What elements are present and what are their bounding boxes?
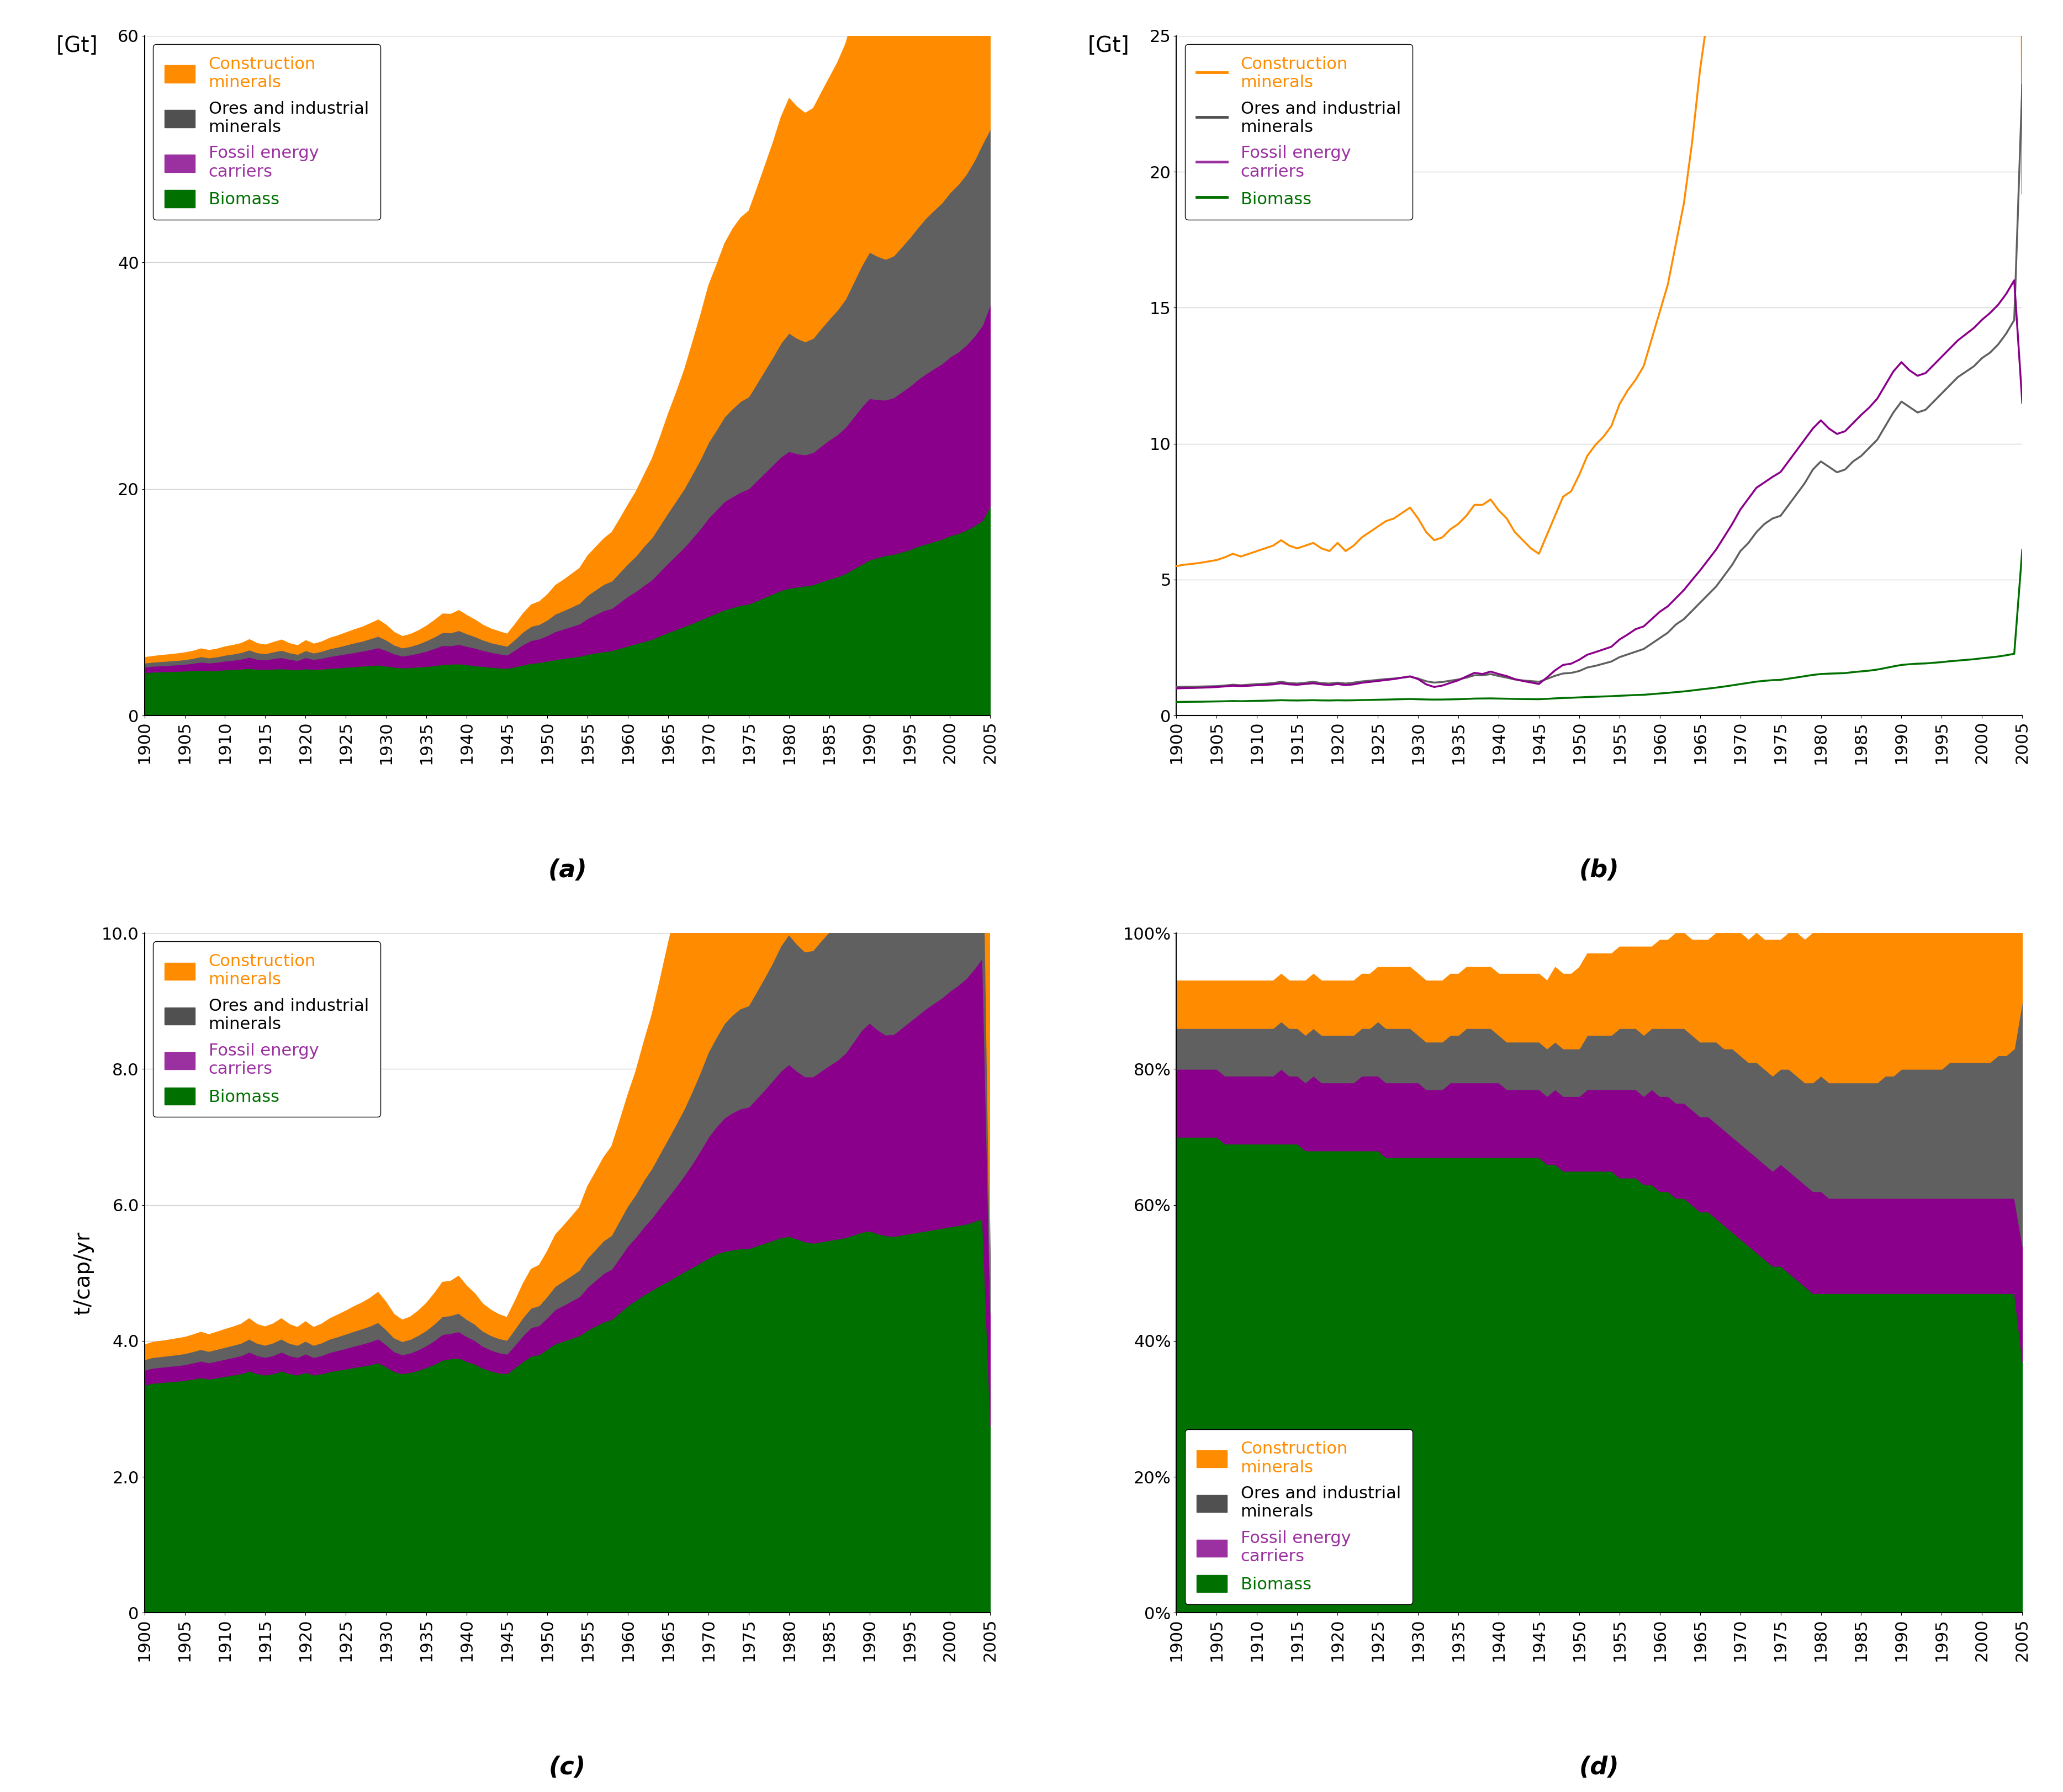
Y-axis label: t/cap/yr: t/cap/yr: [72, 1231, 95, 1314]
Legend: Construction
minerals, Ores and industrial
minerals, Fossil energy
carriers, Bio: Construction minerals, Ores and industri…: [1184, 45, 1413, 220]
Y-axis label: [Gt]: [Gt]: [56, 36, 97, 56]
Legend: Construction
minerals, Ores and industrial
minerals, Fossil energy
carriers, Bio: Construction minerals, Ores and industri…: [153, 45, 380, 220]
Legend: Construction
minerals, Ores and industrial
minerals, Fossil energy
carriers, Bio: Construction minerals, Ores and industri…: [153, 941, 380, 1116]
Text: (c): (c): [549, 1756, 586, 1779]
Y-axis label: [Gt]: [Gt]: [1087, 36, 1128, 56]
Legend: Construction
minerals, Ores and industrial
minerals, Fossil energy
carriers, Bio: Construction minerals, Ores and industri…: [1184, 1428, 1413, 1604]
Text: (b): (b): [1578, 858, 1619, 882]
Text: (a): (a): [547, 858, 586, 882]
Text: (d): (d): [1578, 1756, 1619, 1779]
